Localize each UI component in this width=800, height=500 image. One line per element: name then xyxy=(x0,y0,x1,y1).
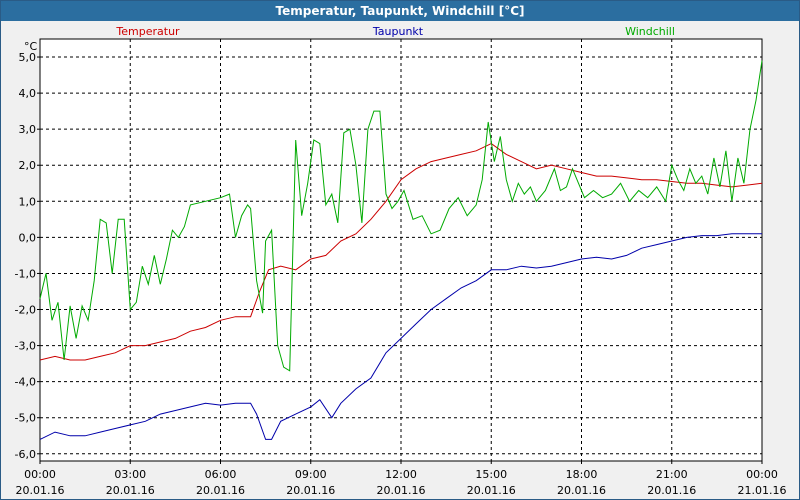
x-tick-date-label: 20.01.16 xyxy=(467,484,516,497)
legend-entry-windchill: Windchill xyxy=(625,25,675,38)
y-tick-label: -2,0 xyxy=(15,304,36,317)
y-tick-label: 1,0 xyxy=(19,195,37,208)
y-tick-label: -6,0 xyxy=(15,448,36,461)
series-line-temperatur xyxy=(39,143,763,361)
series-line-taupunkt xyxy=(39,233,762,440)
y-tick-label: 2,0 xyxy=(19,159,37,172)
window-title: Temperatur, Taupunkt, Windchill [°C] xyxy=(1,1,799,21)
x-tick-time-label: 12:00 xyxy=(385,468,417,481)
x-tick-date-label: 20.01.16 xyxy=(647,484,696,497)
legend-entry-taupunkt: Taupunkt xyxy=(372,25,424,38)
x-tick-date-label: 20.01.16 xyxy=(196,484,245,497)
legend-entry-temperatur: Temperatur xyxy=(115,25,180,38)
x-axis-ticks: 00:00 20.01.16 03:00 20.01.16 06:00 20.01.16 0… xyxy=(16,461,787,497)
series-lines xyxy=(39,60,763,440)
x-tick-date-label: 20.01.16 xyxy=(557,484,606,497)
x-tick-time-label: 15:00 xyxy=(475,468,507,481)
x-tick-time-label: 00:00 xyxy=(24,468,56,481)
x-tick-date-label: 20.01.16 xyxy=(286,484,335,497)
y-tick-label: 0,0 xyxy=(19,231,37,244)
x-tick-date-label: 20.01.16 xyxy=(106,484,155,497)
x-tick-date-label: 21.01.16 xyxy=(738,484,787,497)
y-axis-unit-label: °C xyxy=(24,40,38,53)
y-tick-label: 5,0 xyxy=(19,51,37,64)
series-line-windchill xyxy=(39,60,763,372)
x-tick-time-label: 09:00 xyxy=(295,468,327,481)
x-tick-time-label: 00:00 xyxy=(746,468,778,481)
x-tick-time-label: 06:00 xyxy=(205,468,237,481)
y-tick-label: -4,0 xyxy=(15,376,36,389)
grid-lines xyxy=(40,39,762,461)
y-tick-label: -1,0 xyxy=(15,267,36,280)
y-axis-ticks: 5,0 4,0 3,0 2,0 1,0 0,0 -1,0 -2,0 -3,0 -4,0 -5,0 -6… xyxy=(15,51,40,461)
y-tick-label: -5,0 xyxy=(15,412,36,425)
x-tick-date-label: 20.01.16 xyxy=(377,484,426,497)
x-tick-date-label: 20.01.16 xyxy=(16,484,65,497)
x-tick-time-label: 03:00 xyxy=(114,468,146,481)
legend: Temperatur Taupunkt Windchill xyxy=(115,25,675,38)
x-tick-time-label: 21:00 xyxy=(656,468,688,481)
y-tick-label: -3,0 xyxy=(15,340,36,353)
y-tick-label: 3,0 xyxy=(19,123,37,136)
y-tick-label: 4,0 xyxy=(19,87,37,100)
x-tick-time-label: 18:00 xyxy=(566,468,598,481)
